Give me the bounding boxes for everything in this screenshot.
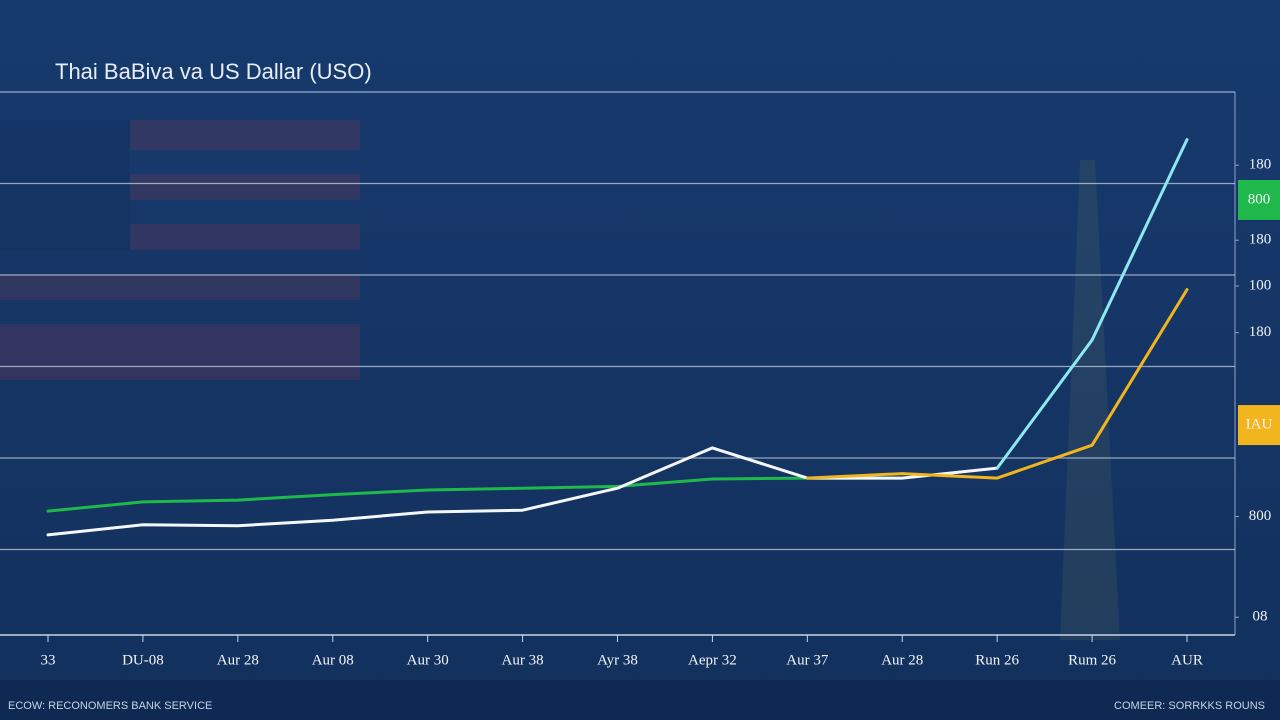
x-tick-label: Aur 30 [407, 652, 449, 668]
series-line [46, 476, 904, 513]
x-tick-label: Rum 26 [1068, 652, 1116, 668]
value-badge-label: 800 [1248, 191, 1271, 207]
flag-decoration [0, 120, 360, 380]
y-tick-label: 800 [1249, 508, 1272, 524]
y-tick-label: 180 [1249, 232, 1272, 248]
tower-decoration [1060, 160, 1120, 640]
x-tick-label: AUR [1171, 652, 1203, 668]
x-tick-label: Aur 28 [881, 652, 923, 668]
series-line [805, 288, 1189, 480]
footer-bar [0, 680, 1280, 720]
value-badge [1238, 179, 1280, 220]
series-line [995, 138, 1189, 470]
value-badge-label: IAU [1246, 416, 1273, 432]
x-tick-label: DU-08 [122, 652, 164, 668]
x-tick-label: Run 26 [975, 652, 1019, 668]
x-tick-label: Aepr 32 [688, 652, 737, 668]
chart-title: Thai BaBiva va US Dallar (USO) [55, 59, 372, 84]
value-badge [1238, 405, 1280, 446]
x-tick-label: Aur 38 [502, 652, 544, 668]
y-tick-label: 100 [1249, 277, 1272, 293]
y-tick-label: 180 [1249, 157, 1272, 173]
footer-right: COMEER: SORRKKS ROUNS [1114, 700, 1265, 712]
x-tick-label: 33 [41, 652, 56, 668]
x-tick-label: Aur 37 [786, 652, 829, 668]
footer-left: ECOW: RECONOMERS BANK SERVICE [8, 700, 212, 712]
y-tick-label: 180 [1249, 324, 1272, 340]
y-tick-label: 08 [1253, 609, 1268, 625]
x-tick-label: Ayr 38 [597, 652, 638, 668]
x-tick-label: Aur 08 [312, 652, 354, 668]
x-tick-label: Aur 28 [217, 652, 259, 668]
